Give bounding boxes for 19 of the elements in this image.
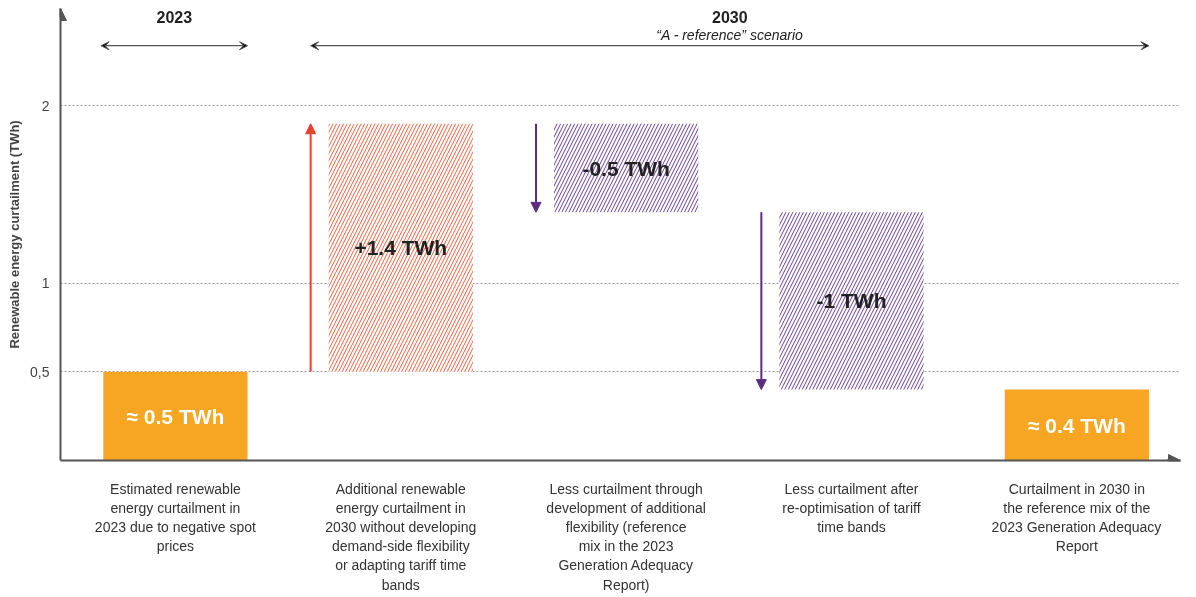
annotation: “A - reference” scenario: [656, 27, 804, 44]
x-tick-label: Less curtailment after re-optimisation of tariff time bands: [782, 480, 921, 535]
bar: [1004, 389, 1149, 461]
x-tick-label: Curtailment in 2030 in the reference mix of the 2023 Generation Adequacy Report: [991, 480, 1162, 555]
y-axis-title: Renewable energy curtailment (TWh): [7, 120, 23, 349]
x-tick-label: Estimated renewable energy curtailment in 2023 due to negative spot prices: [94, 480, 257, 555]
x-tick-label: Additional renewable energy curtailment in 2030 without developing demand-side flexibility or adapting tariff time bands: [325, 480, 477, 593]
data-label: +1.4 TWh: [354, 236, 448, 260]
data-label: ≈ 0.4 TWh: [1027, 413, 1126, 437]
annotation: 2023: [156, 9, 193, 27]
bar: [103, 371, 248, 461]
y-tick-label: 1: [41, 275, 50, 292]
x-tick-label: Less curtailment through development of additional flexibility (reference mix in the 2023 Generation Adequacy Report): [546, 480, 706, 593]
y-tick-label: 2: [41, 97, 50, 114]
data-label: -1 TWh: [816, 289, 887, 313]
data-label: -0.5 TWh: [582, 156, 670, 180]
annotation: 2030: [712, 9, 748, 27]
data-label: ≈ 0.5 TWh: [126, 404, 225, 428]
y-tick-label: 0,5: [30, 363, 50, 380]
